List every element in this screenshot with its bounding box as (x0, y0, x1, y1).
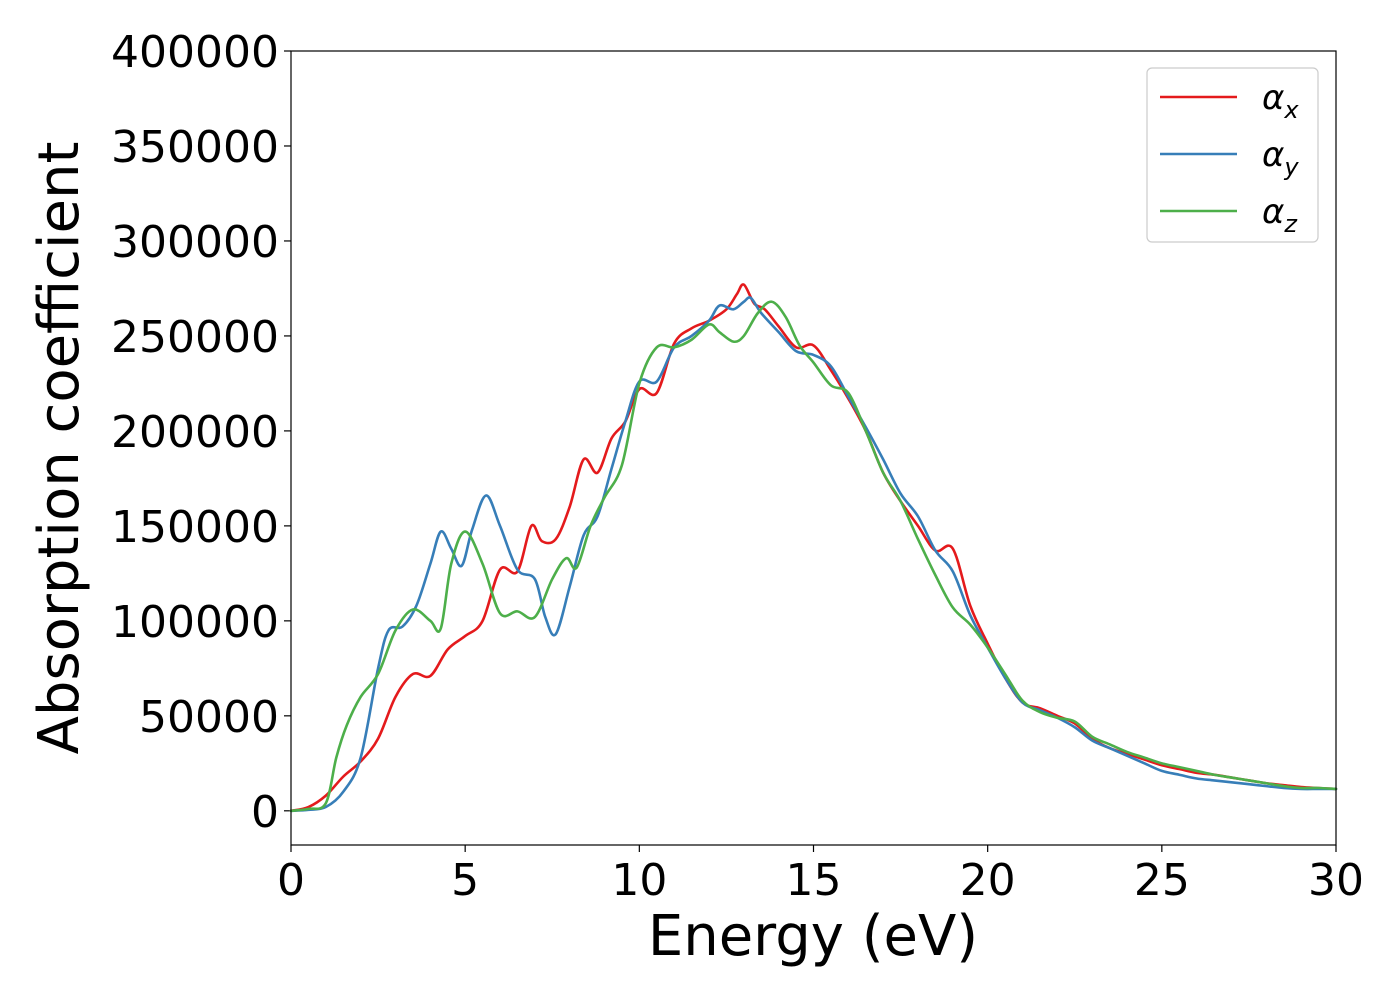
plot-frame (290, 50, 1337, 846)
y-tick-label: 50000 (139, 692, 279, 743)
series-line-x (289, 283, 1338, 813)
x-tick-label: 10 (611, 855, 667, 906)
y-tick-label: 350000 (111, 122, 279, 173)
axis-ticks: 0 5 10 15 20 25 30 0 50000 100000 150000 200000 2500… (111, 27, 1364, 906)
series-line-y (289, 296, 1338, 813)
y-tick-label: 100000 (111, 597, 279, 648)
y-axis-label: Absorption coefficient (27, 142, 92, 755)
y-tick-label: 400000 (111, 27, 279, 78)
x-axis-label: Energy (eV) (648, 904, 978, 969)
x-tick-label: 25 (1134, 855, 1190, 906)
x-tick-label: 20 (960, 855, 1016, 906)
y-tick-label: 150000 (111, 502, 279, 553)
y-tick-label: 200000 (111, 407, 279, 458)
y-tick-label: 300000 (111, 217, 279, 268)
x-tick-label: 30 (1308, 855, 1364, 906)
x-tick-label: 0 (277, 855, 305, 906)
x-tick-label: 5 (451, 855, 479, 906)
series-line-z (289, 300, 1338, 813)
series-lines (289, 283, 1338, 813)
y-tick-label: 250000 (111, 312, 279, 363)
x-tick-label: 15 (786, 855, 842, 906)
y-tick-label: 0 (251, 787, 279, 838)
